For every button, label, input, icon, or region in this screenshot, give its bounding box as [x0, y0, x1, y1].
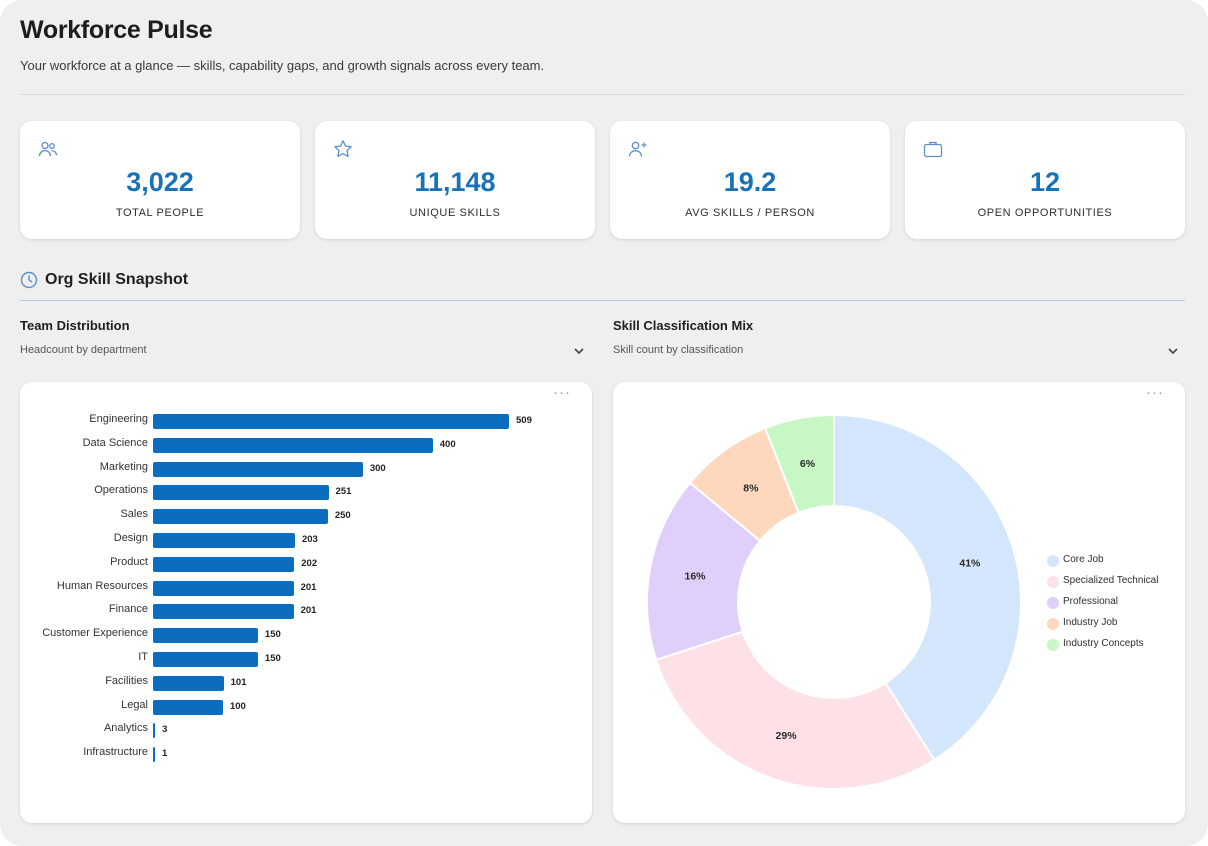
slice-value-label: 16%: [684, 570, 706, 582]
legend-label: Core Job: [1063, 554, 1104, 565]
bar-value-label: 1: [162, 748, 168, 760]
kpi-label: OPEN OPPORTUNITIES: [977, 207, 1113, 219]
bar-label: Engineering: [89, 413, 148, 425]
bar-label: Operations: [94, 484, 148, 497]
bar-value-label: 400: [439, 438, 456, 450]
bar-value-label: 101: [230, 676, 247, 688]
bar-value-label: 300: [369, 462, 386, 474]
bar[interactable]: [153, 723, 156, 739]
person-add-icon: [628, 141, 647, 157]
bar-label: Marketing: [99, 460, 148, 473]
kpi-value: 19.2: [723, 167, 777, 197]
kpi-value: 12: [1029, 167, 1061, 197]
page-subtitle: Your workforce at a glance — skills, cap…: [20, 58, 545, 73]
bar[interactable]: [153, 580, 294, 596]
slice-value-label: 41%: [959, 558, 981, 570]
donut-slice[interactable]: [763, 413, 835, 515]
bar[interactable]: [153, 628, 258, 644]
bar-value-label: 100: [229, 700, 246, 712]
bar-value-label: 202: [301, 557, 318, 569]
kpi-value: 11,148: [414, 167, 496, 197]
bar-value-label: 150: [264, 629, 281, 641]
section-divider: [20, 300, 1185, 301]
kpi-label: AVG SKILLS / PERSON: [685, 207, 815, 219]
people-icon: [38, 141, 58, 157]
bar-value-label: 150: [264, 653, 281, 664]
bar[interactable]: [153, 461, 363, 477]
bar-label: Infrastructure: [83, 746, 148, 759]
bar-value-label: 250: [334, 510, 351, 522]
team-distribution-subtitle: Headcount by department: [20, 344, 147, 356]
bar-label: Human Resources: [56, 579, 148, 592]
bar[interactable]: [153, 414, 509, 429]
bar-label: Customer Experience: [42, 627, 148, 640]
legend-label: Industry Concepts: [1063, 638, 1144, 649]
legend-swatch: [1047, 576, 1059, 588]
bar[interactable]: [153, 437, 433, 453]
bar[interactable]: [153, 509, 328, 525]
bar-label: Legal: [121, 698, 148, 711]
legend-swatch: [1047, 618, 1059, 630]
legend-swatch: [1047, 597, 1059, 609]
more-options-button[interactable]: ···: [553, 384, 571, 401]
bar[interactable]: [153, 675, 224, 691]
team-distribution-card: ··· Engineering 509 Data Science 400 Marketi…: [20, 382, 592, 823]
bar[interactable]: [153, 747, 155, 763]
bar-label: Product: [110, 555, 148, 568]
bar-label: Finance: [108, 603, 148, 616]
bar-label: Facilities: [105, 674, 148, 687]
bar[interactable]: [153, 699, 223, 715]
kpi-value: 3,022: [126, 167, 194, 197]
donut-slice[interactable]: [833, 413, 1022, 762]
star-icon: [334, 140, 352, 158]
donut-chart: 41% 29% 16% 8% 6%: [646, 413, 1022, 790]
kpi-card-unique-skills: 11,148 UNIQUE SKILLS: [315, 121, 595, 239]
bar[interactable]: [153, 652, 258, 667]
slice-value-label: 29%: [776, 730, 798, 742]
kpi-card-open-opportunities: 12 OPEN OPPORTUNITIES: [905, 121, 1185, 239]
bar-label: Data Science: [82, 436, 148, 449]
bar[interactable]: [153, 485, 329, 501]
kpi-card-total-people: 3,022 TOTAL PEOPLE: [20, 121, 300, 239]
bar-value-label: 251: [335, 486, 352, 498]
slice-value-label: 6%: [800, 458, 816, 470]
legend-label: Specialized Technical: [1063, 575, 1159, 586]
section-title: Org Skill Snapshot: [45, 271, 189, 288]
chevron-down-icon[interactable]: [1166, 344, 1180, 358]
bar-label: IT: [138, 651, 148, 663]
chevron-down-icon[interactable]: [572, 344, 586, 358]
slice-value-label: 8%: [743, 483, 759, 495]
bar[interactable]: [153, 604, 294, 620]
legend-label: Industry Job: [1063, 617, 1118, 628]
skill-mix-subtitle: Skill count by classification: [613, 344, 744, 356]
legend-swatch: [1047, 555, 1059, 567]
page-title: Workforce Pulse: [20, 16, 213, 44]
donut-slice[interactable]: [646, 481, 762, 662]
briefcase-icon: [923, 141, 943, 158]
legend-label: Professional: [1063, 596, 1119, 607]
clock-icon: [20, 271, 38, 289]
donut-slice[interactable]: [654, 630, 936, 790]
kpi-label: TOTAL PEOPLE: [115, 207, 205, 219]
kpi-card-avg-skills: 19.2 AVG SKILLS / PERSON: [610, 121, 890, 239]
bar-value-label: 3: [162, 724, 168, 736]
header-divider: [20, 94, 1185, 95]
skill-mix-title: Skill Classification Mix: [613, 318, 754, 333]
kpi-label: UNIQUE SKILLS: [409, 207, 501, 219]
team-distribution-title: Team Distribution: [20, 318, 130, 333]
bar[interactable]: [153, 556, 295, 572]
bar-value-label: 203: [301, 534, 318, 545]
bar-value-label: 509: [516, 415, 532, 426]
skill-mix-card: ··· 41% 29% 16% 8% 6% Core Job Specialized Te…: [613, 382, 1185, 823]
bar-value-label: 201: [300, 605, 317, 617]
bar-value-label: 201: [300, 581, 317, 593]
more-options-button[interactable]: ···: [1146, 384, 1164, 401]
bar[interactable]: [153, 533, 295, 548]
bar-label: Design: [113, 532, 148, 544]
bar-label: Sales: [120, 508, 148, 521]
bar-label: Analytics: [103, 722, 148, 735]
legend-swatch: [1047, 639, 1059, 651]
